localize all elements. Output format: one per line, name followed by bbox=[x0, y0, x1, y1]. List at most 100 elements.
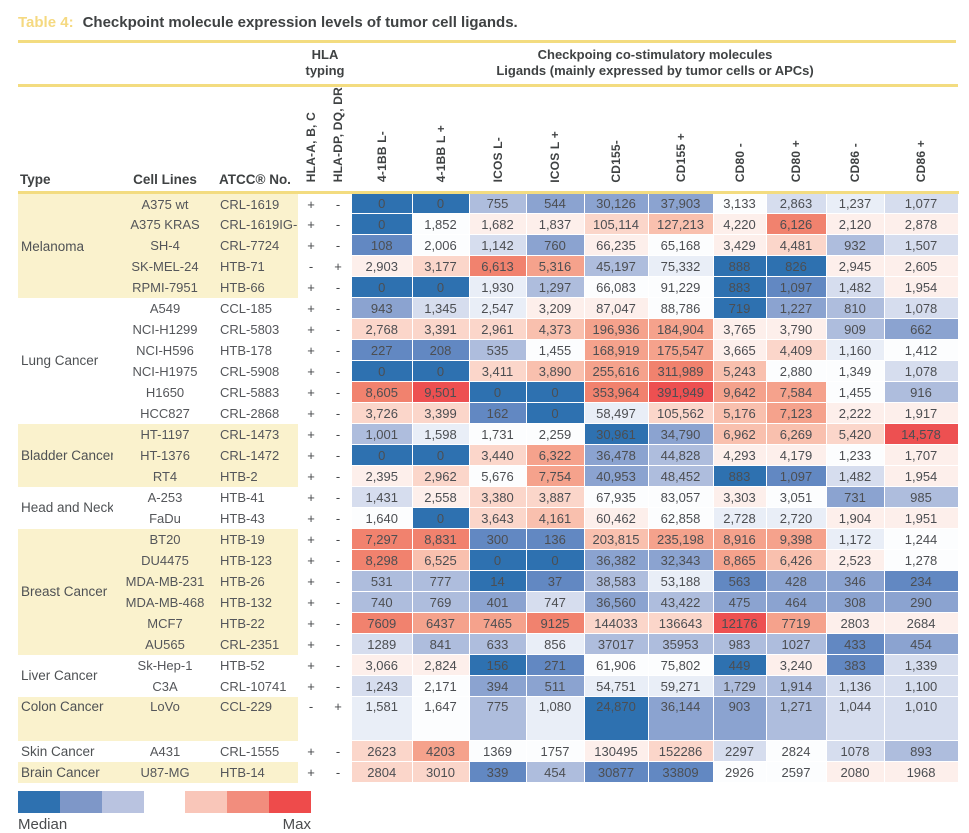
cancer-type-label: Breast Cancer bbox=[18, 528, 113, 655]
table-row: C3A CRL-10741 + -1,243 2,171 394 511 54,751 59,2… bbox=[18, 675, 959, 698]
expression-value: 3,440 bbox=[469, 444, 527, 467]
legend-gap bbox=[144, 791, 185, 813]
hla-abc-value: + bbox=[307, 678, 315, 694]
expression-value: 36,478 bbox=[584, 444, 649, 467]
expression-value: 1,904 bbox=[826, 507, 885, 530]
hla-dpdqdr-value: - bbox=[335, 321, 341, 337]
cell-line-name: SH-4 bbox=[113, 234, 217, 256]
table-row: NCI-H1975 CRL-5908 + -0 0 3,411 3,890 255,616 31… bbox=[18, 360, 959, 383]
red-swatch-medium bbox=[227, 791, 269, 814]
atcc-number: CCL-185 bbox=[220, 300, 273, 316]
expression-value: 7465 bbox=[469, 612, 527, 635]
expression-value: 1968 bbox=[884, 761, 959, 784]
expression-value: 12176 bbox=[713, 612, 767, 635]
cell-line-name: RT4 bbox=[113, 465, 217, 487]
expression-value: 777 bbox=[412, 570, 470, 593]
cell-line-name: MDA-MB-231 bbox=[113, 570, 217, 592]
hla-dpdqdr-value: - bbox=[335, 510, 341, 526]
expression-value: 87,047 bbox=[584, 297, 649, 320]
expression-value: 168,919 bbox=[584, 339, 649, 362]
expression-value: 9,501 bbox=[412, 381, 470, 404]
expression-value: 34,790 bbox=[648, 423, 714, 446]
expression-value: 2,903 bbox=[352, 255, 413, 278]
hla-abc-value: + bbox=[307, 573, 315, 589]
expression-value: 3,177 bbox=[412, 255, 470, 278]
expression-value: 449 bbox=[713, 654, 767, 677]
expression-value: 1078 bbox=[826, 740, 885, 763]
cell-line-name: MDA-MB-468 bbox=[113, 591, 217, 613]
expression-value: 8,298 bbox=[352, 549, 413, 572]
expression-value: 7,584 bbox=[766, 381, 827, 404]
atcc-number: HTB-52 bbox=[220, 657, 265, 673]
hla-dpdqdr-value: - bbox=[335, 237, 341, 253]
expression-value: 0 bbox=[412, 276, 470, 299]
cd155-neg-column-header: CD155- bbox=[584, 85, 648, 195]
expression-value: 0 bbox=[526, 549, 585, 572]
hla-abc-value: + bbox=[307, 384, 315, 400]
column-header-row: Type Cell Lines ATCC® No. HLA-A, B, C HL… bbox=[18, 85, 959, 195]
expression-value: 731 bbox=[826, 486, 885, 509]
cell-line-name: HT-1197 bbox=[113, 423, 217, 445]
atcc-number: CRL-2868 bbox=[220, 405, 280, 421]
expression-value: 353,964 bbox=[584, 381, 649, 404]
cd155-pos-column-header: CD155 + bbox=[648, 85, 713, 195]
expression-value: 0 bbox=[352, 360, 413, 383]
expression-value: 136 bbox=[526, 528, 585, 551]
expression-value: 2824 bbox=[766, 740, 827, 763]
atcc-number: HTB-71 bbox=[217, 255, 298, 277]
expression-value: 30877 bbox=[584, 761, 649, 784]
expression-value: 346 bbox=[826, 570, 885, 593]
atcc-number: HTB-14 bbox=[217, 761, 298, 783]
hla-abc-value: + bbox=[307, 636, 315, 652]
expression-value: 2080 bbox=[826, 761, 885, 784]
expression-value: 747 bbox=[526, 591, 585, 614]
expression-value: 53,188 bbox=[648, 570, 714, 593]
expression-value: 1,345 bbox=[412, 297, 470, 320]
cancer-type-label: Head and Neck Cancer bbox=[21, 500, 113, 516]
blue-swatch-light bbox=[102, 791, 144, 814]
expression-value: 32,343 bbox=[648, 549, 714, 572]
expression-value: 2,523 bbox=[826, 549, 885, 572]
cancer-type-label: Brain Cancer bbox=[18, 761, 113, 783]
expression-value: 563 bbox=[713, 570, 767, 593]
expression-value: 428 bbox=[766, 570, 827, 593]
expression-value: 1,078 bbox=[884, 297, 959, 320]
fourbb-l-neg-column-header: 4-1BB L- bbox=[352, 85, 412, 195]
hla-dpdqdr-value: - bbox=[335, 573, 341, 589]
expression-value: 903 bbox=[713, 696, 767, 742]
expression-value: 66,083 bbox=[584, 276, 649, 299]
table-row: Skin Cancer A431 CRL-1555 + -2623 4203 1369 175… bbox=[18, 740, 959, 763]
table-number-label: Table 4: bbox=[18, 14, 74, 31]
expression-value: 48,452 bbox=[648, 465, 714, 488]
red-swatch-dark bbox=[269, 791, 311, 814]
expression-value: 4203 bbox=[412, 740, 470, 763]
cancer-type-label: Bladder Cancer bbox=[18, 423, 113, 487]
hla-abc-value: + bbox=[307, 196, 315, 212]
expression-value: 5,243 bbox=[713, 360, 767, 383]
legend-labels: Median Max bbox=[18, 816, 311, 833]
expression-value: 1,077 bbox=[884, 192, 959, 215]
expression-value: 1,136 bbox=[826, 675, 885, 698]
empty-header-cell bbox=[18, 43, 298, 87]
expression-value: 14,578 bbox=[884, 423, 959, 446]
expression-value: 136643 bbox=[648, 612, 714, 635]
hla-dpdqdr-value: - bbox=[335, 216, 341, 232]
cell-line-name: NCI-H1975 bbox=[132, 363, 198, 379]
hla-abc-value: + bbox=[307, 321, 315, 337]
median-label: Median bbox=[18, 816, 68, 833]
expression-value: 66,235 bbox=[584, 234, 649, 257]
expression-value: 2,824 bbox=[412, 654, 470, 677]
expression-value: 37,903 bbox=[648, 192, 714, 215]
cell-line-name: NCI-H1299 bbox=[132, 321, 198, 337]
hla-abc-value: + bbox=[307, 216, 315, 232]
hla-dpdqdr-value: - bbox=[335, 468, 341, 484]
expression-value: 932 bbox=[826, 234, 885, 257]
table-row: Colon Cancer LoVo CCL-229- +1,581 1,647 775 1,… bbox=[18, 696, 959, 742]
atcc-number: HTB-178 bbox=[220, 342, 273, 358]
expression-value: 1,431 bbox=[352, 486, 413, 509]
hla-dpdqdr-value: + bbox=[334, 698, 342, 714]
atcc-number: HTB-43 bbox=[220, 510, 265, 526]
expression-value: 1,172 bbox=[826, 528, 885, 551]
expression-value: 0 bbox=[526, 381, 585, 404]
cell-line-name: MCF7 bbox=[113, 612, 217, 634]
